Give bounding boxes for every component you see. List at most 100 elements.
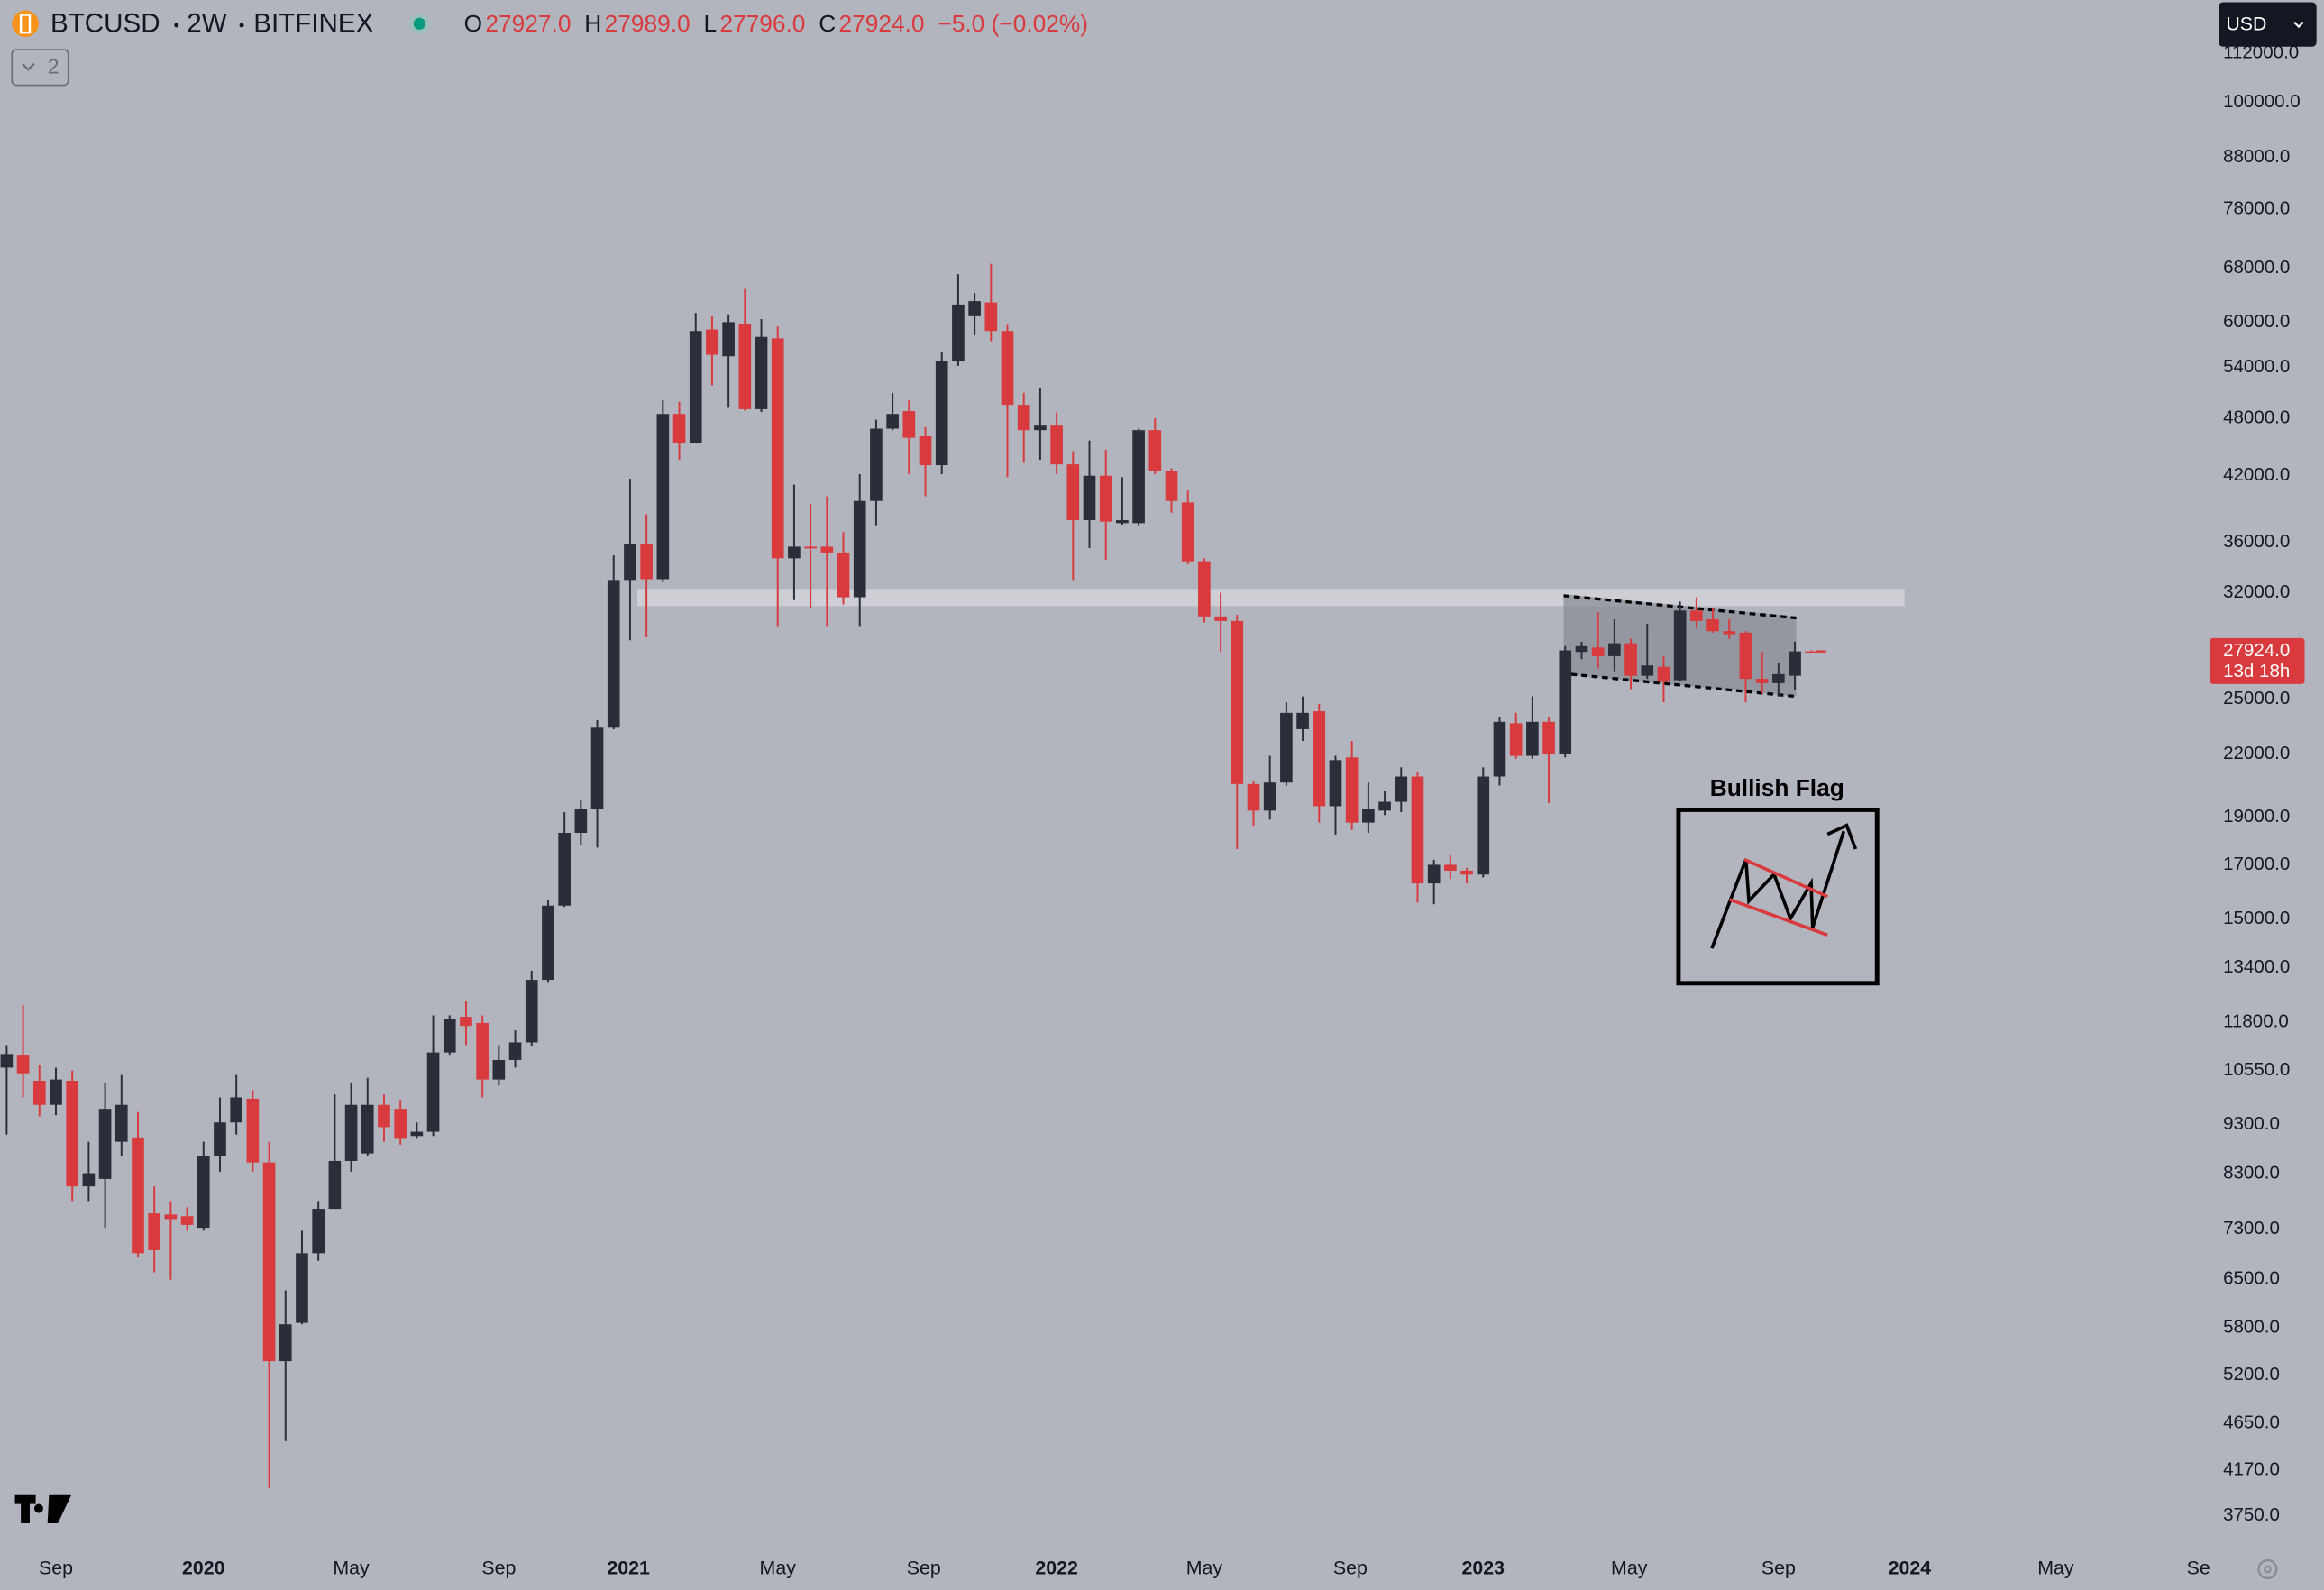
candle-body (1789, 651, 1801, 676)
y-tick-label: 54000.0 (2223, 356, 2290, 377)
candle-body (1099, 475, 1112, 522)
candle-body (1329, 760, 1342, 807)
candle-body (558, 832, 571, 906)
candle-body (1575, 645, 1588, 653)
x-tick-label: Se (2187, 1558, 2210, 1579)
candle-body (230, 1097, 242, 1123)
ohlc-value: 27924.0 (839, 10, 925, 37)
candle-body (755, 336, 768, 409)
x-tick-label: May (1611, 1558, 1648, 1579)
symbol-icon (12, 10, 39, 38)
candle-body (1542, 721, 1555, 754)
x-tick-label: 2024 (1889, 1558, 1932, 1579)
candle-body (624, 544, 636, 581)
x-tick-label: Sep (907, 1558, 941, 1579)
ohlc-value: 27927.0 (485, 10, 571, 37)
candle-body (1362, 809, 1375, 823)
ohlc-legend: O 27927.0 H 27989.0 L 27796.0 C 27924.0 −5.0 (−0… (464, 10, 1088, 37)
candle-body (148, 1213, 161, 1250)
y-tick-label: 25000.0 (2223, 688, 2290, 708)
candle-body (525, 980, 538, 1043)
candle-body (1395, 776, 1408, 802)
y-tick-label: 32000.0 (2223, 581, 2290, 602)
ohlc-value: 27989.0 (605, 10, 691, 37)
candle-body (1280, 712, 1293, 783)
candle-body (0, 1054, 14, 1068)
separator (239, 23, 244, 28)
candle-body (853, 500, 866, 598)
annotation-title: Bullish Flag (1710, 774, 1844, 801)
x-tick-label: May (1186, 1558, 1223, 1579)
candle-body (426, 1052, 440, 1132)
candle-body (164, 1214, 178, 1220)
candle-body (1460, 870, 1473, 875)
x-tick-label: Sep (1761, 1558, 1796, 1579)
y-tick-label: 36000.0 (2223, 531, 2290, 552)
candle-body (1723, 631, 1736, 635)
settings-icon[interactable] (2257, 1558, 2278, 1580)
logo[interactable] (14, 1494, 72, 1524)
candle-body (1247, 783, 1260, 811)
y-tick-label: 112000.0 (2223, 42, 2299, 63)
indicators-toggle[interactable] (11, 49, 69, 87)
candle-body (738, 324, 752, 409)
candle-body (672, 414, 686, 444)
y-tick-label: 7300.0 (2223, 1218, 2280, 1238)
candle-body (443, 1019, 456, 1053)
candle-body (1411, 776, 1424, 884)
y-tick-label: 13400.0 (2223, 956, 2290, 977)
candle-body (114, 1104, 128, 1142)
flag-bottom-line (1570, 672, 1797, 699)
candle-body (394, 1109, 407, 1139)
candle-body (1378, 801, 1391, 811)
y-tick-label: 8300.0 (2223, 1163, 2280, 1183)
candle-body (1444, 864, 1457, 871)
candle-body (1231, 620, 1244, 784)
candle-body (132, 1137, 144, 1254)
candle-body (689, 331, 702, 444)
ohlc-change: −5.0 (−0.02%) (938, 10, 1088, 37)
candle-body (1657, 666, 1670, 682)
candle-body (1116, 520, 1129, 524)
currency-label[interactable]: USD (2226, 14, 2266, 35)
candle-body (919, 435, 932, 466)
indicators-count[interactable]: 2 (48, 55, 59, 78)
symbol[interactable]: BTCUSD (50, 9, 160, 39)
candle-body (1805, 651, 1818, 653)
candle-body (262, 1162, 276, 1362)
candle-body (1477, 776, 1490, 875)
market-status[interactable] (413, 17, 425, 30)
currency-button[interactable] (2219, 2, 2317, 47)
candle-body (1526, 721, 1539, 756)
candle-body (1083, 475, 1096, 521)
y-tick-label: 3750.0 (2223, 1504, 2280, 1525)
separator (174, 23, 179, 28)
x-tick-label: Sep (481, 1558, 516, 1579)
interval[interactable]: 2W (187, 9, 226, 39)
candle-body (1017, 405, 1030, 431)
exchange[interactable]: BITFINEX (253, 9, 373, 39)
annotation-flag-top (1743, 857, 1828, 899)
ohlc-key: H (584, 10, 601, 37)
x-tick-label: Sep (1333, 1558, 1368, 1579)
candle-body (361, 1104, 374, 1154)
candle-body (312, 1209, 325, 1254)
candle-body (1181, 502, 1194, 562)
x-tick-label: May (2037, 1558, 2074, 1579)
y-tick-label: 17000.0 (2223, 854, 2290, 874)
candle-body (279, 1324, 292, 1362)
last-price-tag (2210, 637, 2305, 684)
candle-body (1165, 471, 1178, 501)
candle-body (656, 414, 670, 580)
y-tick-label: 10550.0 (2223, 1059, 2290, 1080)
candle-body (1591, 647, 1605, 656)
x-tick-label: May (760, 1558, 797, 1579)
y-tick-label: 22000.0 (2223, 743, 2290, 763)
candle-body (837, 552, 850, 598)
y-axis: 112000.0 100000.0 88000.0 78000.0 68000.0 600… (2223, 42, 2301, 1525)
candle-body (246, 1098, 260, 1163)
ohlc-key: O (464, 10, 482, 37)
candle-body (1263, 782, 1276, 811)
candle-body (16, 1055, 30, 1074)
